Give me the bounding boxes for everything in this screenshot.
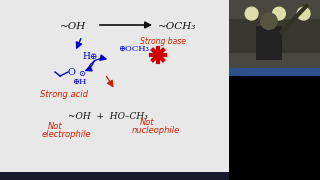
Bar: [229, 19, 320, 53]
Circle shape: [273, 7, 285, 20]
Bar: [0, 0, 229, 180]
Text: ⊕H: ⊕H: [72, 78, 86, 86]
Bar: [0, 172, 229, 180]
Text: Strong acid: Strong acid: [40, 90, 88, 99]
Text: ~OH  +  HO–CH₃: ~OH + HO–CH₃: [68, 112, 148, 121]
Bar: [256, 26, 282, 60]
Text: H⊕: H⊕: [82, 52, 97, 61]
Text: Not: Not: [48, 122, 63, 131]
Text: Strong base: Strong base: [140, 37, 186, 46]
Bar: [229, 68, 320, 76]
Text: ~OH: ~OH: [60, 22, 86, 31]
Circle shape: [297, 7, 310, 20]
Text: ⊙: ⊙: [78, 70, 85, 78]
Text: electrophile: electrophile: [42, 130, 92, 139]
Circle shape: [245, 7, 258, 20]
Text: Not: Not: [140, 118, 155, 127]
Circle shape: [261, 13, 277, 29]
Text: ⊕OCH₃: ⊕OCH₃: [118, 45, 149, 53]
Text: ~OCH₃: ~OCH₃: [158, 22, 196, 31]
Text: nucleophile: nucleophile: [132, 126, 180, 135]
Bar: [229, 0, 320, 180]
Text: O: O: [68, 68, 76, 77]
Bar: [229, 0, 320, 76]
